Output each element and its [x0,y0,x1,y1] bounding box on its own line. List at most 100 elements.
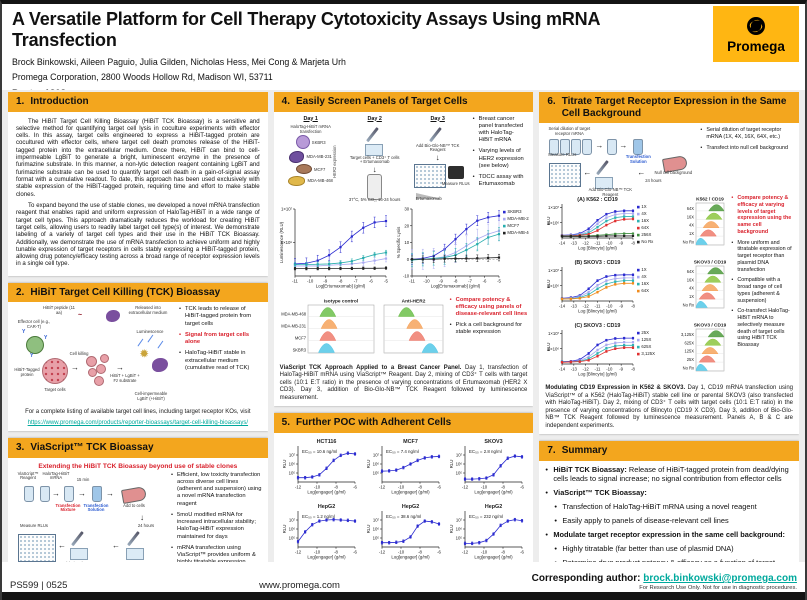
svg-text:Log[Ertumaxomab] (g/ml): Log[Ertumaxomab] (g/ml) [431,283,481,288]
mini-plate-icon [126,547,144,560]
svg-text:-13: -13 [571,240,578,245]
section-title: HiBiT Target Cell Killing (TCK) Bioassay [30,286,221,298]
bullet-item: • Signal from target cells alone [179,332,262,346]
svg-text:5×10⁶: 5×10⁶ [548,220,560,225]
ertumaxomab-label: Ertumaxomab [415,195,442,201]
flow-histogram-isotype: Isotype control MDA-MB-468 MDA-MB-231 MCF7 S… [280,297,376,362]
intro-paragraph-2: To expand beyond the use of stable clone… [16,201,260,268]
promega-products-link[interactable]: https://www.promega.com/products/reporte… [27,419,249,426]
light-ray-icon [137,338,144,347]
day-1-column: Day 1 HaloTag-HiBiT mRNA transfection SK… [280,116,342,188]
column-3: 6. Titrate Target Receptor Expression in… [539,92,800,563]
svg-text:625X: 625X [642,344,652,349]
svg-text:No Rx: No Rx [683,303,694,308]
svg-text:10⁷: 10⁷ [372,517,379,522]
svg-text:10⁶: 10⁶ [289,461,296,466]
svg-text:EC₅₀ = 1.2 ng/ml: EC₅₀ = 1.2 ng/ml [302,514,335,519]
svg-text:-9: -9 [323,278,327,283]
svg-text:-10: -10 [307,278,314,283]
measure-rlu-label: Measure RLUs [20,522,48,528]
tck-mechanism-diagram: Effector cell (e.g., CAR-T) Y Y Y HiBiT-… [14,305,174,406]
tube-icon [571,139,582,155]
svg-text:Log[engager] (g/ml): Log[engager] (g/ml) [474,554,513,559]
svg-text:MCF7: MCF7 [507,223,519,228]
effector-cell-label: Effector cell (e.g., CAR-T) [17,319,51,329]
bullet-item: • More uniform and titratable expression … [731,240,793,274]
svg-text:16X: 16X [642,281,650,286]
dying-cell-icon [94,376,104,387]
skbr3-cell-icon [295,135,310,149]
svg-text:10⁶: 10⁶ [455,526,462,531]
chart-svg: 10⁵ 10⁶ 10⁷ -12 -10 -8 -6 EC₅₀ = 10.6 ng/ml HCT1… [282,439,358,495]
arrow-icon: ← [58,540,66,550]
summary-bullets: • HiBiT TCK Bioassay: Release of HiBiT-ta… [545,465,793,563]
dying-cell-icon [86,356,97,368]
measure-rlu-label: Measure RLUs [548,152,577,157]
section-title: Further POC with Adherent Cells [296,417,452,428]
bullet-text: Easily apply to panels of disease-releva… [562,516,729,526]
arrow-down-icon: ↓ [372,164,377,174]
intro-paragraph-1: The HiBiT Target Cell Killing Bioassay (… [16,117,260,198]
sub-bullet-item: • Easily apply to panels of disease-relev… [554,516,793,526]
svg-text:HepG2: HepG2 [485,504,502,510]
svg-text:-11: -11 [409,278,416,283]
bullet-item: • Co-transfect HaloTag-HiBiT mRNA to sele… [731,308,793,349]
content-columns: 1. Introduction The HiBiT Target Cell Ki… [2,90,805,564]
day-3-label: Day 3 [430,115,445,122]
svg-text:-8: -8 [339,278,343,283]
section-title: Easily Screen Panels of Target Cells [296,96,468,107]
svg-text:-13: -13 [571,366,578,371]
svg-text:-8: -8 [334,549,338,554]
svg-text:16X: 16X [687,277,695,282]
chart-svg: 10⁵ 10⁶ 10⁷ -12 -10 -8 -6 EC₅₀ = 7.4 ng/ml MCF7 L… [366,439,442,495]
released-label: Released into extracellular medium [128,305,168,315]
svg-text:(C) SKOV3 : CD19: (C) SKOV3 : CD19 [575,323,621,329]
section-viascript-bioassay: 3. ViaScript™ TCK Bioassay Extending the… [8,438,268,562]
section-summary: 7. Summary • HiBiT TCK Bioassay: Release … [539,441,800,563]
specific-lysis-chart: -100102030-11-10-9-8-7-6-5SKBR3MDA-MB-23… [395,205,533,294]
svg-text:4X: 4X [689,286,694,291]
svg-text:1X: 1X [689,294,694,299]
bullet-marker: • [179,350,182,357]
day-1-label: Day 1 [303,115,318,122]
svg-text:RLU: RLU [546,343,551,352]
corresponding-email-link[interactable]: brock.binkowski@promega.com [643,573,797,584]
svg-text:16X: 16X [687,214,695,219]
bullet-item: • Transfect into null cell background [700,145,793,152]
svg-text:-8: -8 [418,549,422,554]
arrow-down-icon: ↓ [140,512,144,522]
bullet-item: • TDCC assay with Ertumaxomab [473,174,528,188]
figure-caption: Modulating CD19 Expression in K562 & SKO… [545,385,793,430]
section-4-header: 4. Easily Screen Panels of Target Cells [273,92,534,112]
section-3-header: 3. ViaScript™ TCK Bioassay [8,438,268,458]
arrow-icon: → [116,363,124,373]
null-background-label: Null cell background [654,170,693,175]
promega-url[interactable]: www.promega.com [259,580,340,591]
svg-text:64X: 64X [687,269,695,274]
bullet-marker: • [472,174,475,181]
section-title: Titrate Target Receptor Expression in th… [561,96,787,119]
tck-reagent-label: Add Bio-Glo-NB™ TCK Reagent [415,142,460,153]
bullet-item: • Efficient, low toxicity transfection ac… [171,472,262,508]
svg-text:EC₅₀ = 38.6 ng/ml: EC₅₀ = 38.6 ng/ml [386,514,421,519]
bullet-item: • HiBiT TCK Bioassay: Release of HiBiT-ta… [545,465,793,485]
svg-text:-10: -10 [607,240,614,245]
svg-text:-10: -10 [314,484,321,489]
tube-icon [560,139,571,155]
bullet-marker: • [700,127,703,133]
svg-text:-8: -8 [334,484,338,489]
section-number: 2. [16,286,25,298]
promega-wordmark: Promega [727,38,785,54]
svg-text:10: 10 [404,240,409,245]
section-6-bullets-1: • Serial dilution of target receptor mRNA… [700,127,793,151]
cell-killing-label: Cell killing [69,351,89,357]
section-6-header: 6. Titrate Target Receptor Expression in… [539,92,800,123]
flow-histogram-svg: SKOV3 / CD19 64X 16X 4X 1X No Rx [683,260,727,309]
svg-text:-10: -10 [397,549,404,554]
svg-text:-6: -6 [437,484,441,489]
svg-text:EC₅₀ = 2.8 ng/ml: EC₅₀ = 2.8 ng/ml [469,449,502,454]
svg-text:-8: -8 [418,484,422,489]
bullet-item: • Pick a cell background for stable expre… [450,322,528,336]
24-hours-label: 24 hours [137,522,155,528]
